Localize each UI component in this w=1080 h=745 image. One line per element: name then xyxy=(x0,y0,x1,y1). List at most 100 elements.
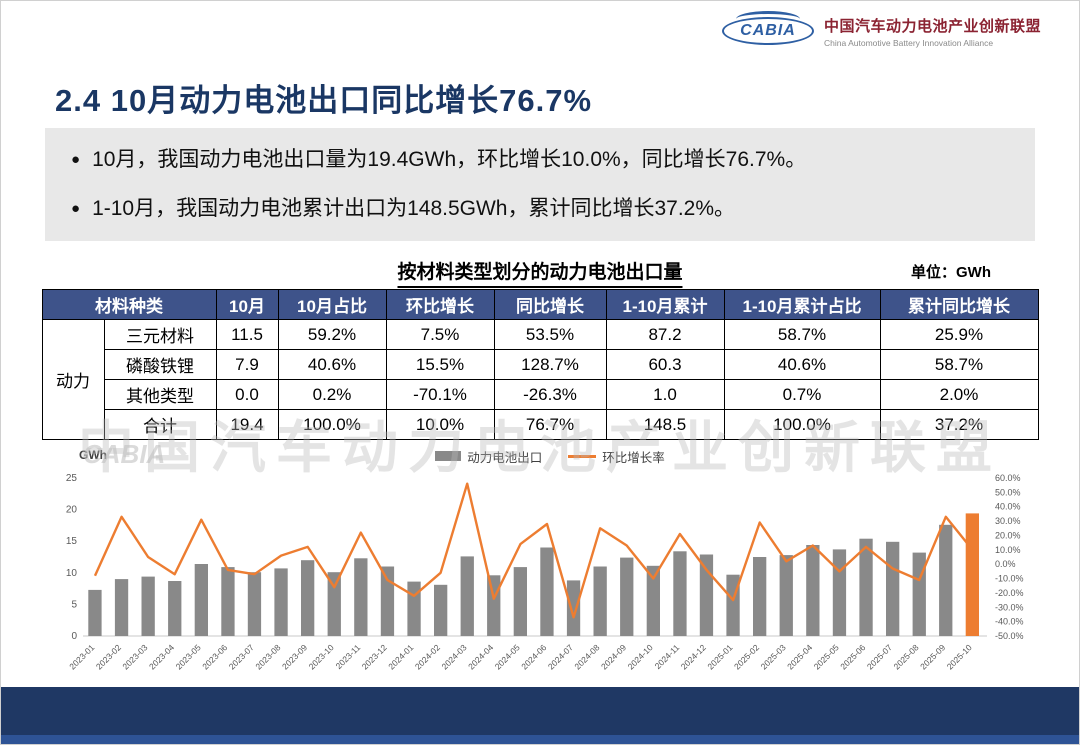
summary-bullet-2: ● 1-10月，我国动力电池累计出口为148.5GWh，累计同比增长37.2%。 xyxy=(71,193,1009,226)
svg-text:2025-04: 2025-04 xyxy=(785,642,814,671)
svg-text:20.0%: 20.0% xyxy=(995,531,1021,541)
svg-text:-30.0%: -30.0% xyxy=(995,602,1024,612)
svg-text:-50.0%: -50.0% xyxy=(995,631,1024,641)
export-chart: GWh 动力电池出口 环比增长率 0 5 10 15 20 25 60.0% 50.0% 40.… xyxy=(49,446,1051,699)
svg-text:50.0%: 50.0% xyxy=(995,487,1021,497)
svg-text:2023-03: 2023-03 xyxy=(120,642,149,671)
col-header: 环比增长 xyxy=(385,289,495,321)
cell-value: 25.9% xyxy=(879,319,1039,351)
svg-text:25: 25 xyxy=(66,473,78,484)
cell-value: 59.2% xyxy=(277,319,387,351)
left-axis-title: GWh xyxy=(79,448,107,463)
table-row: 磷酸铁锂 7.9 40.6% 15.5% 128.7% 60.3 40.6% 58.7% xyxy=(42,349,1039,381)
summary-bullet-1: ● 10月，我国动力电池出口量为19.4GWh，环比增长10.0%，同比增长76… xyxy=(71,144,1009,177)
svg-text:2025-06: 2025-06 xyxy=(838,642,867,671)
svg-text:0: 0 xyxy=(71,631,77,642)
svg-text:2024-02: 2024-02 xyxy=(413,642,442,671)
svg-text:20: 20 xyxy=(66,505,78,516)
cabia-logo: CABIA 中国汽车动力电池产业创新联盟 China Automotive Ba… xyxy=(721,11,1041,49)
material-name: 三元材料 xyxy=(103,319,217,351)
svg-text:2024-11: 2024-11 xyxy=(653,642,682,671)
svg-text:2023-02: 2023-02 xyxy=(94,642,123,671)
footer-strip xyxy=(1,735,1079,744)
cell-value: 2.0% xyxy=(879,379,1039,411)
col-header: 材料种类 xyxy=(41,289,217,321)
bullet-icon: ● xyxy=(71,151,81,168)
org-name-en: China Automotive Battery Innovation Alli… xyxy=(823,37,994,48)
table-title: 按材料类型划分的动力电池出口量 xyxy=(397,257,683,289)
cell-value: 40.6% xyxy=(277,349,387,381)
cell-value: 15.5% xyxy=(385,349,495,381)
svg-text:2025-02: 2025-02 xyxy=(732,642,761,671)
car-swoosh-icon xyxy=(735,11,800,27)
col-header: 1-10月累计占比 xyxy=(723,289,881,321)
cell-value: 0.0 xyxy=(215,379,279,411)
svg-text:15: 15 xyxy=(66,536,78,547)
unit-label: 单位：GWh xyxy=(911,264,991,282)
cell-value: 11.5 xyxy=(215,319,279,351)
cell-value: 1.0 xyxy=(605,379,725,411)
svg-text:2024-05: 2024-05 xyxy=(493,642,522,671)
svg-text:2023-01: 2023-01 xyxy=(67,642,96,671)
col-header: 累计同比增长 xyxy=(879,289,1039,321)
svg-text:2024-07: 2024-07 xyxy=(546,642,575,671)
legend-item-bar: 动力电池出口 xyxy=(435,447,542,466)
svg-text:-40.0%: -40.0% xyxy=(995,617,1024,627)
table-row: 其他类型 0.0 0.2% -70.1% -26.3% 1.0 0.7% 2.0% xyxy=(42,379,1039,411)
cell-value: -70.1% xyxy=(385,379,495,411)
svg-text:2023-08: 2023-08 xyxy=(253,642,282,671)
table-row: 合计 19.4 100.0% 10.0% 76.7% 148.5 100.0% 37.2% xyxy=(42,409,1039,441)
cell-value: 76.7% xyxy=(493,409,607,441)
summary-bullet-2-text: 1-10月，我国动力电池累计出口为148.5GWh，累计同比增长37.2%。 xyxy=(92,196,736,220)
svg-text:2025-07: 2025-07 xyxy=(865,642,894,671)
svg-text:2024-09: 2024-09 xyxy=(599,642,628,671)
org-name-cn: 中国汽车动力电池产业创新联盟 xyxy=(823,17,1041,35)
cell-value: 19.4 xyxy=(215,409,279,441)
logo-text: 中国汽车动力电池产业创新联盟 China Automotive Battery … xyxy=(824,15,1041,48)
svg-text:2023-04: 2023-04 xyxy=(147,642,176,671)
svg-text:2023-11: 2023-11 xyxy=(334,642,363,671)
cell-value: 60.3 xyxy=(605,349,725,381)
svg-text:10: 10 xyxy=(66,568,78,579)
line-legend-swatch-icon xyxy=(568,454,597,458)
bullet-icon: ● xyxy=(71,199,81,217)
cell-value: 148.5 xyxy=(605,409,725,441)
cell-value: 128.7% xyxy=(493,349,607,381)
material-name: 合计 xyxy=(103,409,217,441)
svg-text:2023-12: 2023-12 xyxy=(360,642,389,671)
material-name: 磷酸铁锂 xyxy=(103,349,217,381)
svg-text:2024-12: 2024-12 xyxy=(679,642,708,671)
cabia-logo-mark: CABIA xyxy=(721,11,814,49)
svg-text:2025-03: 2025-03 xyxy=(759,642,788,671)
cell-value: 100.0% xyxy=(723,409,881,441)
svg-text:30.0%: 30.0% xyxy=(995,516,1021,526)
col-header: 10月 xyxy=(215,289,279,321)
footer-bar xyxy=(1,687,1079,744)
svg-text:40.0%: 40.0% xyxy=(995,502,1021,512)
summary-bullet-1-text: 10月，我国动力电池出口量为19.4GWh，环比增长10.0%，同比增长76.7… xyxy=(92,148,807,171)
legend-item-line: 环比增长率 xyxy=(568,447,665,466)
svg-text:10.0%: 10.0% xyxy=(995,545,1021,555)
svg-text:2023-10: 2023-10 xyxy=(307,642,336,671)
svg-text:-20.0%: -20.0% xyxy=(995,588,1024,598)
cell-value: 7.5% xyxy=(385,319,495,351)
material-name: 其他类型 xyxy=(103,379,217,411)
page-title: 2.4 10月动力电池出口同比增长76.7% xyxy=(55,83,593,118)
summary-box: ● 10月，我国动力电池出口量为19.4GWh，环比增长10.0%，同比增长76… xyxy=(45,128,1035,242)
export-table: 材料种类 10月 10月占比 环比增长 同比增长 1-10月累计 1-10月累计占比 累计同比… xyxy=(41,289,1039,441)
svg-text:2024-08: 2024-08 xyxy=(572,642,601,671)
cell-value: 58.7% xyxy=(723,319,881,351)
svg-text:-10.0%: -10.0% xyxy=(995,574,1024,584)
cell-value: 0.7% xyxy=(723,379,881,411)
table-header-row: 材料种类 10月 10月占比 环比增长 同比增长 1-10月累计 1-10月累计占比 累计同比… xyxy=(41,289,1039,321)
line-legend-label: 环比增长率 xyxy=(602,450,665,465)
row-group-label: 动力 xyxy=(41,319,105,441)
svg-text:2025-05: 2025-05 xyxy=(812,642,841,671)
svg-text:2024-01: 2024-01 xyxy=(386,642,415,671)
svg-text:2023-07: 2023-07 xyxy=(227,642,256,671)
svg-text:2024-04: 2024-04 xyxy=(466,642,495,671)
bar-legend-label: 动力电池出口 xyxy=(467,450,543,465)
cell-value: 37.2% xyxy=(879,409,1039,441)
col-header: 同比增长 xyxy=(493,289,607,321)
